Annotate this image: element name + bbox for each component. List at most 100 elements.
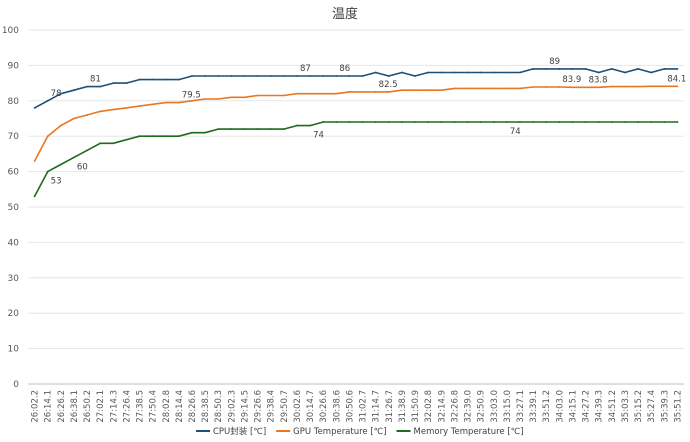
x-tick-label: 31:38.9 [398,390,408,423]
series-1-point [177,78,180,81]
series-1-point [243,75,246,77]
series-2-point [151,103,154,106]
series-2-point [296,92,298,95]
series-3-point [33,195,36,198]
series-2-point [624,85,626,88]
x-tick-label: 32:26.8 [450,390,460,423]
series-1-point [282,75,285,77]
x-tick-label: 27:14.3 [109,390,119,423]
series-2-point [33,160,36,162]
data-label: 87 [300,64,311,74]
series-3-point [361,121,364,123]
series-3-point [322,121,325,123]
series-1-point [401,71,403,74]
series-3-point [309,124,311,127]
series-3-point [125,138,128,141]
series-3-point [164,135,167,138]
series-3-point [191,131,193,134]
x-tick-label: 32:14.9 [437,390,447,423]
series-2-point [610,85,613,88]
series-3-point [427,121,430,123]
series-1-point [505,71,508,74]
x-tick-label: 31:02.7 [359,390,369,423]
x-tick-label: 28:14.4 [175,390,185,423]
x-tick-label: 29:38.4 [267,390,277,423]
x-tick-label: 27:02.1 [96,390,106,423]
series-1-point [309,75,311,77]
series-1-point [46,99,49,102]
series-3-point [217,128,220,131]
series-2-point [361,91,364,93]
data-label: 60 [77,162,88,172]
series-1-point [348,75,351,77]
series-3-point [466,121,469,123]
y-tick-label: 30 [8,274,20,284]
series-2-point [414,89,416,92]
data-label: 84.1 [667,74,686,84]
y-tick-label: 40 [8,238,20,248]
series-1-point [125,82,128,84]
data-labels: 78 81 87 86 89 79.5 82.5 83.9 83.8 84.1 53 60 74 74 [51,57,687,187]
x-tick-label: 26:02.2 [31,390,41,423]
series-3-point [532,121,535,123]
series-3-point [676,121,679,123]
series-1-point [99,85,102,88]
series-1-point [479,71,482,74]
series-1-point [387,75,390,77]
x-tick-label: 33:03.0 [490,390,500,423]
series-1-point [33,106,36,109]
series-2-point [112,108,115,111]
series-2-point [217,98,220,100]
x-tick-label: 27:38.5 [136,390,146,423]
gridlines [28,29,684,385]
series-2-point [138,105,141,108]
data-label: 74 [510,127,521,137]
series-1-point [492,71,495,74]
series-3-point [99,142,102,145]
y-axis: 0 10 20 30 40 50 60 70 80 90 100 [2,26,19,390]
series-3-point [86,149,88,152]
x-tick-label: 30:02.6 [293,390,303,423]
series-3-point [387,121,390,123]
series-line-2 [33,85,678,162]
series-line-1 [34,68,678,109]
series-2-point [401,89,403,92]
series-3-point [296,124,298,127]
series-1-point [427,71,430,74]
series-group [33,68,679,198]
y-tick-label: 70 [8,132,20,142]
x-tick-label: 29:26.6 [254,390,264,423]
x-tick-label: 26:38.1 [70,390,80,423]
series-1-point [296,75,298,77]
series-line-3 [33,121,678,197]
series-1-point [414,75,416,77]
x-tick-label: 33:15.0 [503,390,513,423]
data-label: 81 [90,75,101,85]
series-3-point [610,121,613,123]
series-2-point [204,98,207,100]
series-2-point [230,96,233,99]
series-1-point [610,68,613,70]
y-tick-label: 100 [2,26,19,36]
series-2-point [532,86,535,88]
series-2-point [427,89,430,92]
series-2-point [282,94,285,97]
series-2-point [387,91,390,93]
series-2-point [243,96,246,99]
x-tick-label: 33:27.1 [516,390,526,423]
x-tick-label: 29:14.5 [240,390,250,423]
data-label: 83.9 [562,75,581,85]
series-1-point [164,78,167,81]
series-1-point [440,71,443,74]
series-2-point [348,91,351,93]
x-tick-label: 35:27.4 [647,390,657,423]
x-tick-label: 31:14.7 [372,390,382,423]
x-tick-label: 30:38.6 [332,390,342,423]
x-tick-label: 27:50.4 [149,390,159,423]
series-2-point [256,94,259,97]
series-3-point [637,121,639,123]
y-tick-label: 90 [8,61,20,71]
series-2-point [453,87,456,90]
series-3-point [177,135,180,138]
x-tick-label: 28:26.6 [188,390,198,423]
